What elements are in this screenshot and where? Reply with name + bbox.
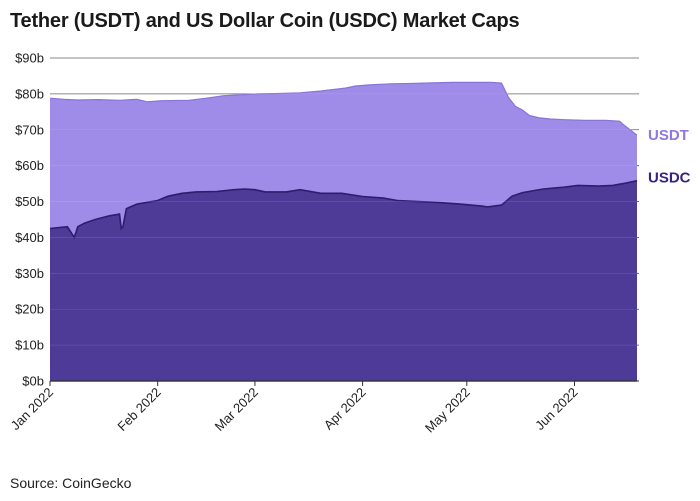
y-tick-label: $10b <box>15 338 44 353</box>
x-tick-label: Jan 2022 <box>8 385 56 433</box>
x-tick-label: Apr 2022 <box>321 385 369 433</box>
x-tick-label: Feb 2022 <box>114 385 163 434</box>
y-tick-label: $30b <box>15 266 44 281</box>
chart-title: Tether (USDT) and US Dollar Coin (USDC) … <box>10 10 520 32</box>
usdc-area <box>50 180 637 381</box>
area-layer <box>49 57 638 382</box>
x-tick-label: May 2022 <box>422 385 473 436</box>
series-label-usdc: USDC <box>648 170 691 187</box>
y-tick-label: $40b <box>15 230 44 245</box>
usdt-line <box>49 81 638 136</box>
y-tick-label: $20b <box>15 302 44 317</box>
y-tick-label: $90b <box>15 51 44 66</box>
series-label-usdt: USDT <box>648 127 689 144</box>
usdc-line <box>49 179 638 240</box>
y-tick-label: $0b <box>22 374 44 389</box>
y-tick-label: $50b <box>15 194 44 209</box>
series-labels: USDT USDC <box>648 127 691 187</box>
y-tick-label: $70b <box>15 122 44 137</box>
x-tick-label: Mar 2022 <box>212 385 261 434</box>
source-note: Source: CoinGecko <box>10 475 132 491</box>
y-tick-label: $60b <box>15 158 44 173</box>
y-tick-label: $80b <box>15 86 44 101</box>
x-tick-label: Jun 2022 <box>532 385 580 433</box>
